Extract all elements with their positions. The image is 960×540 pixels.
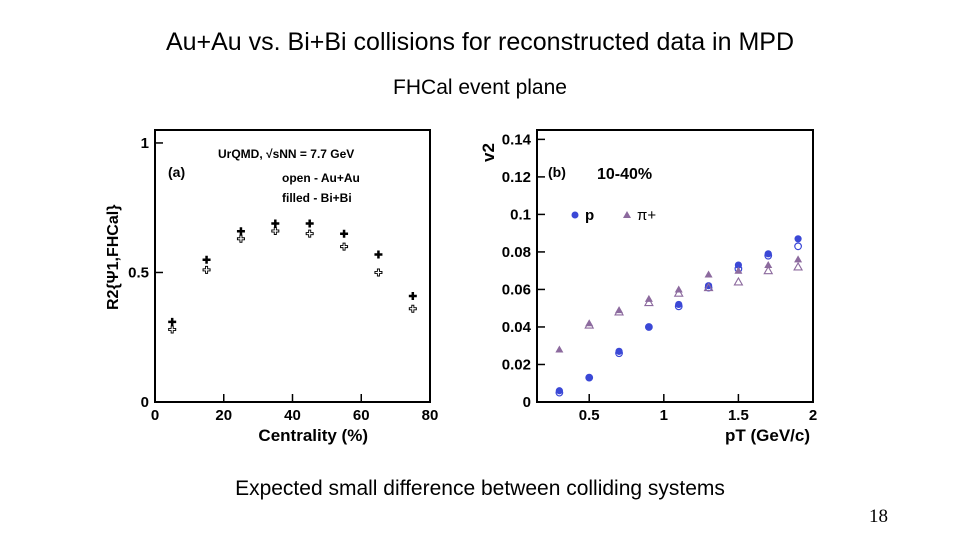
x-tick-label: 1: [660, 407, 668, 424]
y-tick-label: 0.02: [502, 356, 531, 373]
data-point-hollow: [169, 326, 176, 333]
y-tick-label: 0: [141, 394, 149, 411]
data-point: [794, 235, 802, 243]
y-tick-label: 0.1: [510, 206, 531, 223]
y-tick-label: 0.12: [502, 169, 531, 186]
legend-p-marker: [571, 211, 579, 219]
y-tick-label: 0: [523, 394, 531, 411]
data-point: [645, 323, 653, 331]
panel-b-ylabel: v2: [479, 143, 498, 162]
data-point-hollow: [203, 266, 210, 273]
data-point: [764, 261, 773, 269]
x-tick-label: 60: [353, 407, 370, 424]
page-number: 18: [869, 506, 888, 527]
legend-pi-label: π+: [637, 207, 656, 224]
panel-a-xlabel: Centrality (%): [258, 426, 368, 445]
x-tick-label: 20: [215, 407, 232, 424]
data-point: [614, 306, 625, 316]
data-point: [733, 276, 744, 286]
panel-a-ticks: 0 20 40 60 80 0 0.5 1: [128, 135, 438, 424]
data-point: [615, 347, 623, 355]
data-point: [644, 323, 653, 331]
x-tick-label: 2: [809, 407, 817, 424]
legend-p-label: p: [585, 207, 594, 224]
panel-a-annotation-energy: UrQMD, √sNN = 7.7 GeV: [218, 147, 354, 161]
data-point: [271, 219, 280, 228]
slide-subtitle: FHCal event plane: [393, 76, 567, 99]
x-tick-label: 40: [284, 407, 301, 424]
data-point: [643, 297, 654, 307]
panel-a-annotation-open: open - Au+Au: [282, 171, 360, 185]
data-point: [585, 374, 593, 382]
data-point: [584, 319, 595, 329]
data-point: [673, 288, 684, 297]
data-point: [555, 387, 563, 395]
data-point: [764, 251, 773, 260]
data-point-hollow: [237, 235, 244, 242]
data-point-hollow: [375, 269, 382, 276]
x-tick-label: 1.5: [728, 407, 749, 424]
data-point-hollow: [306, 230, 313, 237]
data-point: [585, 373, 594, 382]
panel-a-label: (a): [168, 164, 185, 180]
data-point: [734, 266, 743, 274]
data-point-hollow: [409, 305, 416, 312]
data-point: [793, 261, 804, 271]
slide-caption: Expected small difference between collid…: [235, 477, 725, 500]
data-point: [704, 270, 713, 278]
data-point: [305, 219, 314, 228]
panel-b-points: [555, 235, 804, 397]
y-tick-label: 1: [141, 135, 149, 152]
y-tick-label: 0.08: [502, 244, 531, 261]
data-point-hollow: [341, 243, 348, 250]
x-tick-label: 0: [151, 407, 159, 424]
panel-a-ylabel: R2{Ψ1,FHCal}: [105, 205, 122, 310]
data-point: [763, 265, 774, 275]
data-point-hollow: [272, 228, 279, 235]
data-point: [764, 250, 772, 258]
data-point: [794, 242, 802, 251]
data-point: [615, 349, 623, 358]
panel-a: 0 20 40 60 80 0 0.5 1 (a) UrQMD, √sNN = 7.7 GeV…: [105, 129, 438, 445]
panel-b-frame: [536, 129, 814, 403]
panel-b: 0.5 1 1.5 2 0 0.02 0.04 0.06 0.08 0.1 0.12 0.14 (b)…: [479, 129, 817, 445]
data-point: [703, 282, 714, 292]
data-point: [374, 250, 383, 259]
panel-a-annotation-filled: filled - Bi+Bi: [282, 191, 352, 205]
legend-pi-marker: [623, 211, 631, 218]
panel-b-title: 10-40%: [597, 166, 652, 183]
panel-a-points: [168, 219, 417, 334]
x-tick-label: 0.5: [579, 407, 600, 424]
x-tick-label: 80: [422, 407, 439, 424]
data-point: [555, 388, 564, 397]
panel-b-ticks: 0.5 1 1.5 2 0 0.02 0.04 0.06 0.08 0.1 0.12 0.14: [502, 131, 817, 424]
data-point: [168, 317, 177, 326]
y-tick-label: 0.04: [502, 319, 532, 336]
data-point: [340, 229, 349, 238]
data-point: [794, 255, 803, 263]
y-tick-label: 0.06: [502, 281, 531, 298]
data-point: [236, 227, 245, 236]
panel-b-xlabel: pT (GeV/c): [725, 426, 810, 445]
slide-title: Au+Au vs. Bi+Bi collisions for reconstru…: [165, 28, 795, 56]
panel-b-label: (b): [548, 164, 566, 180]
data-point: [675, 300, 683, 309]
data-point: [202, 255, 211, 264]
y-tick-label: 0.14: [502, 131, 532, 148]
data-point: [555, 345, 564, 353]
data-point: [408, 291, 417, 300]
y-tick-label: 0.5: [128, 264, 149, 281]
data-point: [674, 302, 683, 311]
